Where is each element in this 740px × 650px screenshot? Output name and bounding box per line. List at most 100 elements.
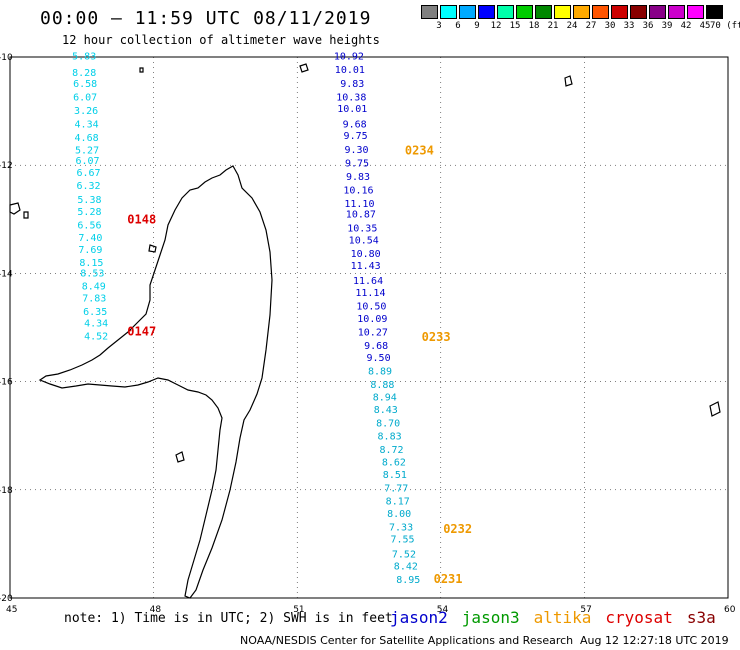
legend-swatch	[535, 5, 552, 19]
wave-height-value: 10.09	[357, 314, 387, 325]
wave-height-value: 5.28	[77, 207, 101, 218]
pass-time-tag: 0231	[434, 572, 463, 586]
legend-swatch	[649, 5, 666, 19]
wave-height-value: 9.30	[345, 145, 369, 156]
legend-swatch	[459, 5, 476, 19]
madagascar-coast	[38, 165, 273, 599]
longitude-tick-label: 45	[6, 605, 17, 615]
wave-height-value: 6.58	[73, 79, 97, 90]
legend-swatch	[687, 5, 704, 19]
wave-height-value: 8.72	[379, 445, 403, 456]
wave-height-value: 9.83	[340, 79, 364, 90]
wave-height-value: 7.33	[389, 522, 413, 533]
legend-swatch	[630, 5, 647, 19]
longitude-tick-label: 54	[437, 605, 449, 615]
track-center-south: 8.89 8.88 8.948.43 8.708.83 8.728.62 8.51 7.77…	[368, 367, 420, 586]
wave-height-value: 8.83	[378, 431, 402, 442]
satellite-legend: jason2 jason3 altika cryosat s3a	[390, 608, 730, 627]
latitude-tick-label: -16	[0, 378, 13, 388]
wave-height-value: 5.83	[72, 52, 96, 63]
wave-height-value: 10.01	[335, 65, 365, 76]
legend-swatch	[440, 5, 457, 19]
map-subtitle: 12 hour collection of altimeter wave hei…	[62, 33, 380, 47]
wave-height-value: 4.34	[84, 318, 108, 329]
pass-time-tag: 0148	[127, 213, 156, 227]
wave-height-value: 8.62	[382, 457, 406, 468]
legend-label: 42	[680, 21, 692, 31]
wave-height-value: 11.10	[344, 199, 374, 210]
footer-note: note: 1) Time is in UTC; 2) SWH is in fe…	[64, 611, 393, 626]
wave-height-value: 6.56	[77, 220, 101, 231]
wave-height-value: 6.67	[76, 168, 100, 179]
wave-height-value: 11.14	[355, 288, 385, 299]
coastline	[9, 63, 721, 599]
wave-height-value: 7.52	[392, 549, 416, 560]
legend-swatch	[497, 5, 514, 19]
mayotte-island	[23, 211, 29, 219]
wave-height-value: 9.68	[343, 119, 367, 130]
latitude-tick-label: -12	[0, 161, 13, 171]
wave-height-value: 11.43	[351, 261, 381, 272]
pass-time-tag: 0232	[443, 522, 472, 536]
legend-label: 24	[566, 21, 578, 31]
wave-height-value: 10.38	[336, 92, 366, 103]
wave-height-value: 4.34	[75, 119, 99, 130]
longitude-tick-label: 57	[580, 605, 591, 615]
wave-height-value: 9.75	[344, 131, 368, 142]
satellite-jason2: jason2	[390, 608, 448, 627]
legend-swatch	[516, 5, 533, 19]
aldabra-island	[139, 67, 144, 73]
wave-height-value: 8.88	[370, 380, 394, 391]
wave-height-value: 5.38	[77, 195, 101, 206]
track-center: 10.9210.019.8310.3810.019.689.759.309.75…	[334, 52, 391, 364]
wave-height-value: 6.35	[83, 307, 107, 318]
legend-label: 39	[661, 21, 673, 31]
legend-swatch	[573, 5, 590, 19]
legend-label: 30	[604, 21, 616, 31]
wave-height-value: 10.50	[356, 302, 386, 313]
wave-height-value: 6.32	[76, 181, 100, 192]
comoros-island	[9, 202, 21, 215]
legend-swatch	[592, 5, 609, 19]
legend-swatch	[668, 5, 685, 19]
generated-timestamp: Aug 12 12:27:18 UTC 2019	[580, 634, 729, 647]
wave-height-value: 3.26	[74, 106, 98, 117]
legend-swatch	[706, 5, 723, 19]
legend-label: 70 (ft)	[710, 21, 740, 31]
wave-height-value: 8.95	[396, 575, 420, 586]
wave-height-value: 6.07	[75, 156, 99, 167]
wave-height-value: 7.83	[82, 294, 106, 305]
wave-height-value: 7.69	[78, 245, 102, 256]
credit-text: NOAA/NESDIS Center for Satellite Applica…	[240, 634, 574, 647]
wave-height-value: 8.17	[386, 496, 410, 507]
legend-swatch	[611, 5, 628, 19]
wave-height-value: 6.07	[73, 92, 97, 103]
pass-time-tag: 0233	[422, 330, 451, 344]
wave-height-value: 8.42	[394, 561, 418, 572]
wave-height-value: 10.87	[346, 210, 376, 221]
wave-height-value: 8.94	[373, 393, 397, 404]
wave-height-value: 8.15	[79, 258, 103, 269]
wave-height-value: 7.40	[78, 233, 102, 244]
satellite-altika: altika	[533, 608, 592, 627]
legend-label: 45	[699, 21, 711, 31]
legend-label: 21	[547, 21, 559, 31]
track-west: 5.838.286.586.073.264.344.685.276.076.67…	[72, 52, 108, 343]
legend-swatch	[421, 5, 438, 19]
wave-height-value: 10.54	[349, 236, 379, 247]
wave-height-value: 10.35	[347, 224, 377, 235]
wave-height-value: 9.50	[367, 353, 391, 364]
latitude-tick-label: -14	[0, 269, 13, 279]
legend-swatch	[478, 5, 495, 19]
longitude-tick-label: 60	[724, 605, 736, 615]
legend-label: 15	[509, 21, 521, 31]
map-title: 00:00 — 11:59 UTC 08/11/2019	[40, 8, 372, 29]
wave-height-value: 10.27	[358, 328, 388, 339]
legend-label: 3	[436, 21, 442, 31]
wave-height-value: 4.68	[75, 133, 99, 144]
legend-label: 33	[623, 21, 635, 31]
wave-height-value: 8.70	[376, 419, 400, 430]
latitude-tick-label: -20	[0, 594, 13, 604]
wave-height-value: 8.00	[387, 509, 411, 520]
